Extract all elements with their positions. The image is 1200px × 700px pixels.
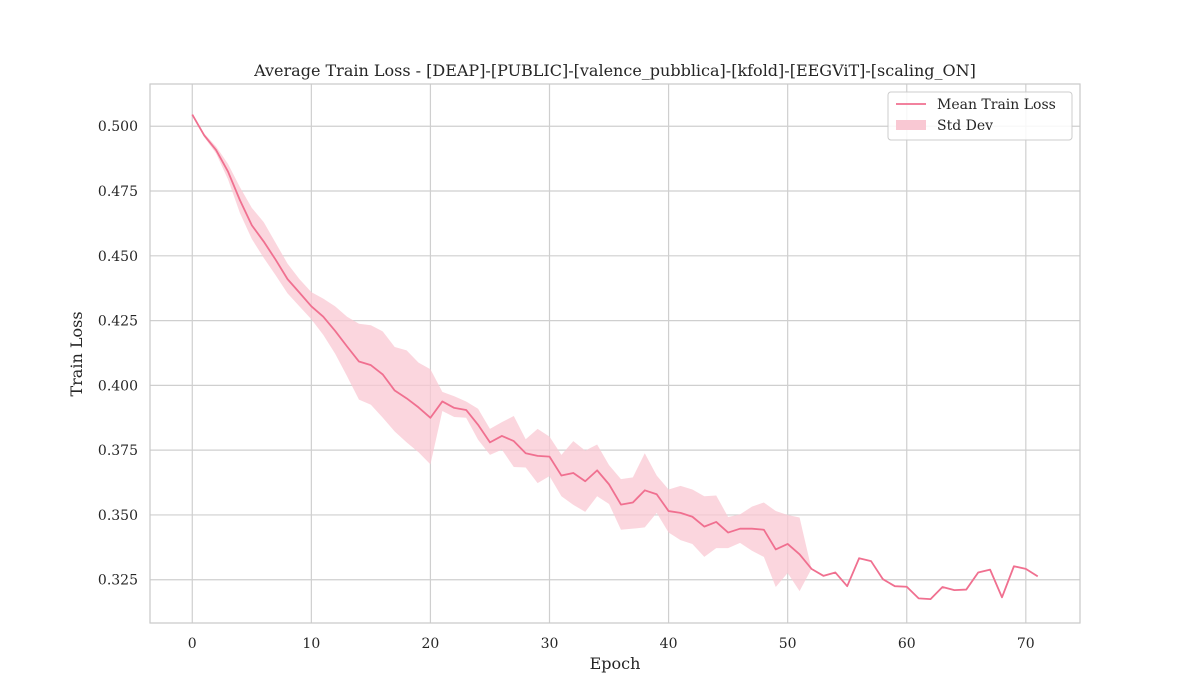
x-tick-label: 30 [541,636,559,652]
y-tick-label: 0.500 [98,119,138,135]
grid-lines [150,84,1080,623]
y-tick-label: 0.450 [98,249,138,265]
x-tick-label: 0 [188,636,197,652]
plot-frame [149,83,1081,624]
std-dev-band [192,114,1038,600]
y-tick-label: 0.325 [98,573,138,589]
x-tick-label: 70 [1017,636,1035,652]
legend: Mean Train Loss Std Dev [887,91,1073,141]
y-tick-label: 0.350 [98,508,138,524]
legend-band-swatch [896,120,926,130]
legend-box [887,91,1073,141]
plot-background [150,84,1080,623]
x-tick-label: 10 [302,636,320,652]
y-tick-label: 0.475 [98,184,138,200]
y-tick-label: 0.425 [98,314,138,330]
mean-train-loss-line [191,114,1039,601]
x-axis-label: Epoch [590,654,641,673]
y-tick-label: 0.400 [98,378,138,394]
chart-title: Average Train Loss - [DEAP]-[PUBLIC]-[va… [253,61,976,80]
x-tick-label: 20 [422,636,440,652]
legend-label-std: Std Dev [937,118,993,134]
legend-label-mean: Mean Train Loss [937,97,1056,113]
y-tick-label: 0.375 [98,443,138,459]
x-tick-label: 40 [660,636,678,652]
x-tick-label: 50 [779,636,797,652]
y-axis-label: Train Loss [67,311,86,396]
y-tick-labels: 0.325 0.350 0.375 0.400 0.425 0.450 0.475 0.500 [98,119,138,588]
x-tick-label: 60 [898,636,916,652]
x-tick-labels: 0 10 20 30 40 50 60 70 [188,636,1035,652]
